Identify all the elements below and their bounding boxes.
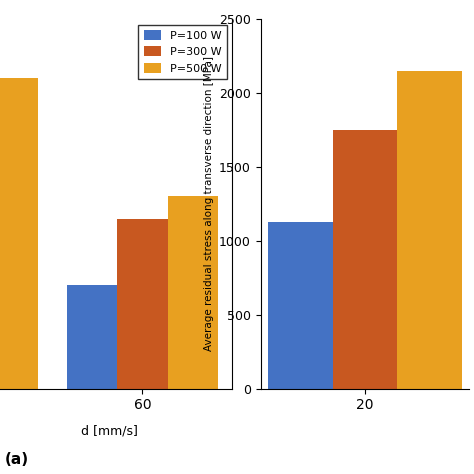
- Bar: [268, 221, 333, 389]
- Bar: [333, 130, 397, 389]
- Bar: [0, 78, 38, 389]
- Y-axis label: Average residual stress along transverse direction [MPa]: Average residual stress along transverse…: [203, 56, 214, 351]
- Bar: [168, 196, 218, 389]
- Legend: P=100 W, P=300 W, P=500 W: P=100 W, P=300 W, P=500 W: [138, 25, 227, 79]
- Text: d [mm/s]: d [mm/s]: [81, 425, 137, 438]
- Bar: [67, 285, 118, 389]
- Text: (a): (a): [5, 452, 29, 467]
- Bar: [118, 219, 168, 389]
- Bar: [397, 71, 462, 389]
